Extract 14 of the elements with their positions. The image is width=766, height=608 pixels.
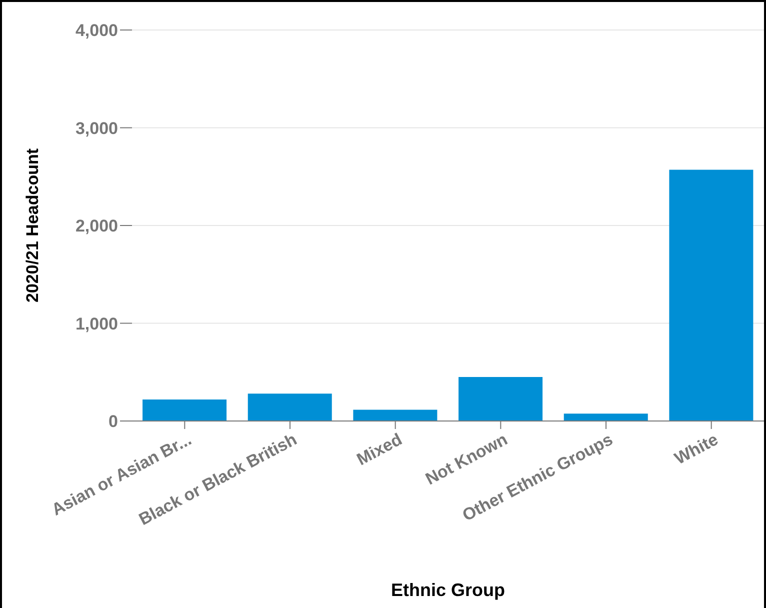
y-tick-label: 0 <box>108 412 118 432</box>
x-axis-title: Ethnic Group <box>391 580 505 600</box>
y-tick-label: 3,000 <box>75 118 118 138</box>
bar <box>353 410 438 421</box>
bar <box>564 414 648 421</box>
y-axis-title: 2020/21 Headcount <box>23 148 42 303</box>
y-tick-label: 1,000 <box>75 314 118 334</box>
y-tick-label: 2,000 <box>75 216 118 236</box>
bar <box>142 399 227 421</box>
y-tick-label: 4,000 <box>75 21 118 40</box>
bar <box>248 394 332 421</box>
x-tick-label: White <box>671 430 722 468</box>
bar <box>458 377 543 421</box>
bar <box>669 170 754 421</box>
